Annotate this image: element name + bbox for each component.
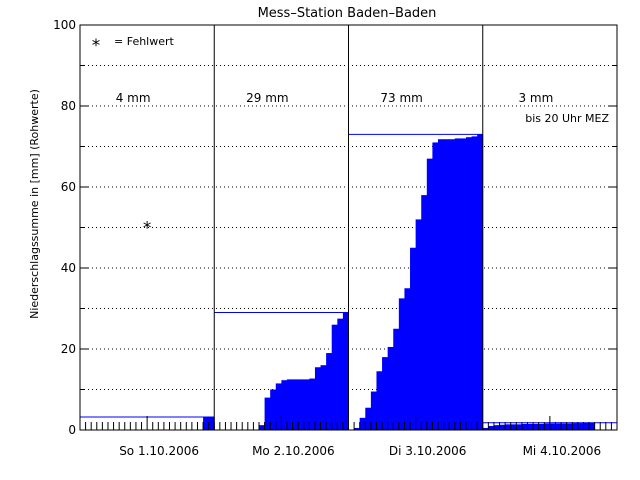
bar-4-hour-10	[538, 423, 545, 430]
bar-3-hour-23	[477, 134, 484, 430]
bar-3-hour-11	[410, 247, 417, 430]
missing-value-marker: *	[143, 219, 152, 239]
bar-3-hour-17	[443, 139, 450, 430]
daily-total-label-1: 4 mm	[116, 91, 151, 105]
bar-3-hour-22	[471, 136, 478, 430]
bar-2-hour-22	[337, 318, 344, 430]
daily-total-label-3: 73 mm	[380, 91, 422, 105]
chart-title: Mess–Station Baden–Baden	[258, 6, 437, 21]
bar-4-hour-18	[583, 422, 590, 430]
legend: * = Fehlwert	[92, 35, 175, 56]
bar-4-hour-13	[555, 423, 562, 430]
bar-2-hour-21	[331, 324, 338, 430]
bar-4-hour-19	[589, 422, 596, 430]
bar-4-hour-5	[510, 424, 517, 430]
y-tick-label: 20	[61, 342, 76, 356]
bar-2-hour-16	[303, 379, 310, 430]
x-day-label-1: So 1.10.2006	[119, 444, 199, 458]
legend-missing-value-symbol: *	[92, 36, 101, 56]
bar-2-hour-15	[298, 379, 305, 430]
bars	[203, 134, 596, 430]
y-tick-label: 100	[53, 18, 76, 32]
bar-3-hour-8	[393, 328, 400, 430]
bar-3-hour-14	[426, 158, 433, 430]
bar-3-hour-2	[359, 417, 366, 430]
daily-total-label-2: 29 mm	[246, 91, 288, 105]
bar-4-hour-8	[527, 423, 534, 430]
bar-3-hour-21	[465, 137, 472, 430]
bar-2-hour-19	[320, 365, 327, 430]
bar-3-hour-6	[382, 357, 389, 430]
bar-3-hour-16	[438, 139, 444, 430]
bar-3-hour-13	[421, 195, 428, 430]
y-tick-label: 0	[68, 423, 76, 437]
bar-2-hour-13	[286, 379, 293, 430]
bar-2-hour-12	[281, 380, 288, 430]
y-tick-label: 40	[61, 261, 76, 275]
y-tick-label: 80	[61, 99, 76, 113]
bar-3-hour-5	[376, 371, 383, 430]
bar-3-hour-18	[449, 139, 456, 430]
bar-2-hour-10	[270, 389, 277, 430]
bar-3-hour-1	[354, 427, 361, 430]
y-tick-label: 60	[61, 180, 76, 194]
bar-4-hour-15	[566, 423, 573, 430]
bar-4-hour-12	[549, 423, 556, 430]
bar-4-hour-17	[577, 423, 584, 430]
bar-1-hour-22	[203, 417, 210, 430]
bar-4-hour-3	[499, 424, 506, 430]
bar-3-hour-7	[387, 346, 394, 430]
bar-3-hour-4	[370, 391, 377, 430]
legend-label: = Fehlwert	[114, 35, 175, 48]
bar-4-hour-0	[482, 427, 489, 430]
bar-2-hour-18	[314, 367, 321, 430]
bar-2-hour-17	[309, 378, 316, 430]
daily-note-4: bis 20 Uhr MEZ	[525, 112, 609, 125]
x-day-label-4: Mi 4.10.2006	[523, 444, 602, 458]
bar-2-hour-11	[275, 383, 282, 430]
bar-4-hour-2	[493, 425, 500, 430]
bar-4-hour-11	[544, 423, 551, 430]
bar-4-hour-6	[516, 424, 523, 430]
bar-2-hour-20	[326, 353, 333, 430]
bar-3-hour-10	[404, 288, 411, 430]
bar-2-hour-23	[342, 312, 349, 430]
bar-4-hour-4	[505, 424, 512, 430]
y-axis-label: Niederschlagssumme in [mm] (Rohwerte)	[28, 89, 41, 319]
bar-3-hour-9	[398, 298, 405, 430]
bar-1-hour-23	[208, 417, 215, 430]
bar-4-hour-7	[521, 423, 528, 430]
bar-2-hour-9	[264, 397, 271, 430]
bar-4-hour-9	[533, 423, 540, 430]
bar-4-hour-1	[488, 425, 495, 430]
bar-2-hour-14	[292, 379, 299, 430]
x-day-label-2: Mo 2.10.2006	[252, 444, 335, 458]
x-day-label-3: Di 3.10.2006	[389, 444, 466, 458]
bar-3-hour-3	[365, 407, 372, 430]
bar-2-hour-8	[259, 425, 265, 430]
bar-3-hour-15	[432, 142, 439, 430]
axis-ticks	[79, 24, 617, 431]
bar-4-hour-14	[561, 423, 568, 430]
bar-3-hour-12	[415, 219, 422, 430]
chart-labels: * 0 20 40 60 80 100 So 1.10.2006 4 mm Mo 2.10.200…	[53, 18, 609, 458]
daily-total-label-4: 3 mm	[518, 91, 553, 105]
bar-3-hour-20	[460, 138, 467, 430]
bar-3-hour-19	[454, 138, 461, 430]
bar-4-hour-16	[572, 423, 579, 430]
